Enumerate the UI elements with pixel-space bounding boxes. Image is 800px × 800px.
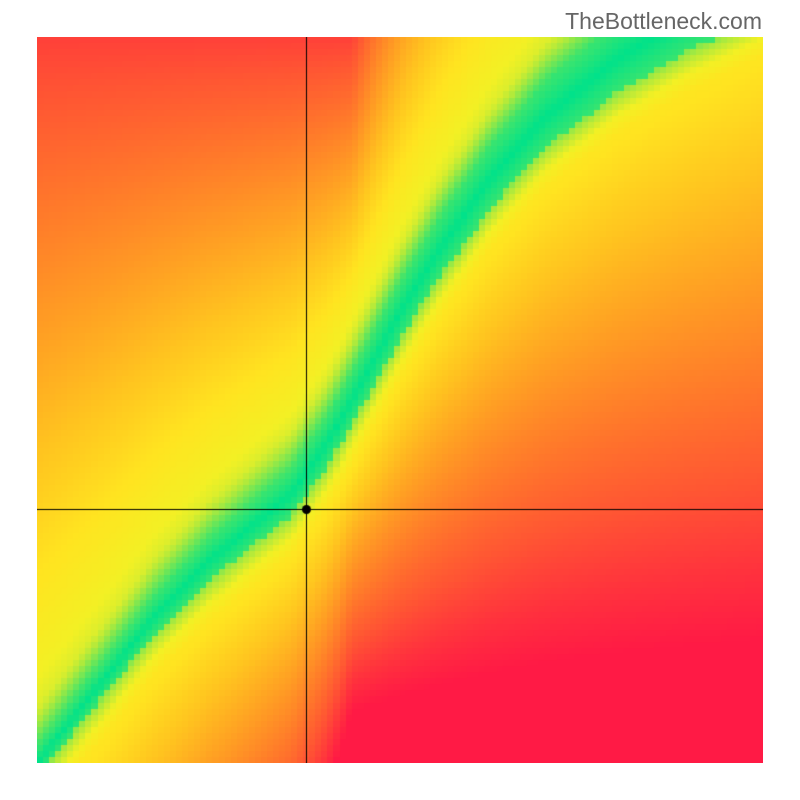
- chart-container: TheBottleneck.com: [0, 0, 800, 800]
- watermark-text: TheBottleneck.com: [565, 8, 762, 35]
- bottleneck-heatmap: [37, 37, 763, 763]
